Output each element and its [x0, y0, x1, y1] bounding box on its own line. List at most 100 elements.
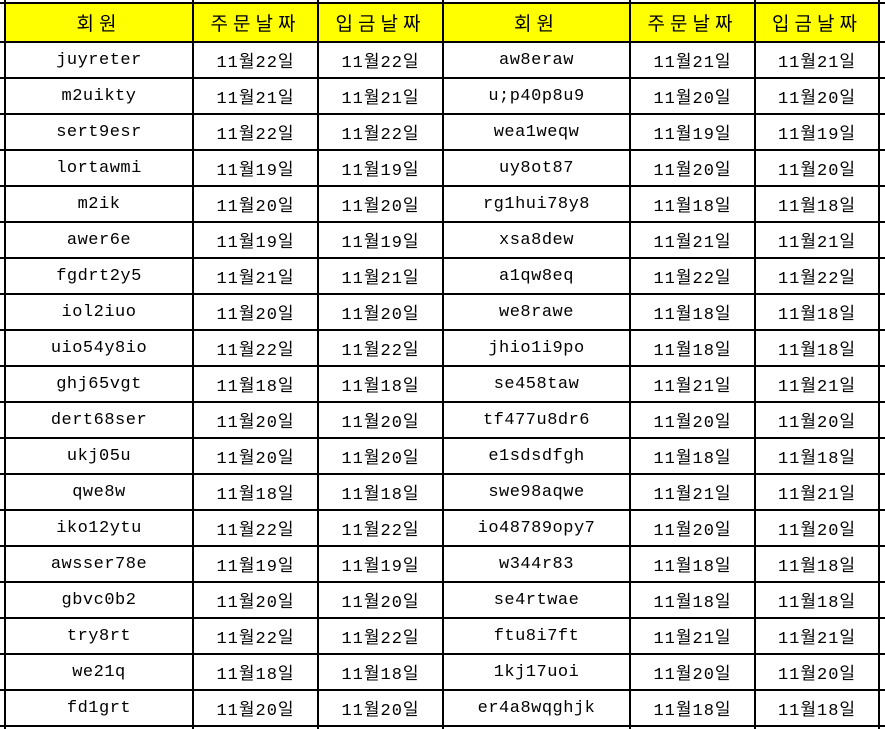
order-date-cell[interactable]: 11월22일: [192, 329, 319, 367]
order-date-cell[interactable]: 11월20일: [192, 185, 319, 223]
deposit-date-cell[interactable]: 11월20일: [754, 77, 880, 115]
deposit-date-cell[interactable]: 11월22일: [317, 41, 444, 79]
order-date-cell[interactable]: 11월21일: [629, 617, 756, 655]
member-cell[interactable]: u;p40p8u9: [442, 77, 631, 115]
order-date-cell[interactable]: 11월18일: [629, 293, 756, 331]
deposit-date-cell[interactable]: 11월21일: [754, 617, 880, 655]
deposit-date-cell[interactable]: 11월18일: [754, 689, 880, 727]
order-date-cell[interactable]: 11월22일: [192, 617, 319, 655]
deposit-date-cell[interactable]: 11월21일: [754, 41, 880, 79]
order-date-cell[interactable]: 11월21일: [629, 473, 756, 511]
order-date-cell[interactable]: 11월18일: [629, 437, 756, 475]
order-date-cell[interactable]: 11월20일: [629, 509, 756, 547]
member-cell[interactable]: fgdrt2y5: [4, 257, 194, 295]
order-date-cell[interactable]: 11월22일: [192, 509, 319, 547]
deposit-date-cell[interactable]: 11월18일: [754, 437, 880, 475]
order-date-cell[interactable]: 11월20일: [192, 437, 319, 475]
deposit-date-cell[interactable]: 11월22일: [754, 257, 880, 295]
deposit-date-cell[interactable]: 11월21일: [317, 257, 444, 295]
member-cell[interactable]: rg1hui78y8: [442, 185, 631, 223]
column-header-order-date-right[interactable]: 주문날짜: [629, 2, 756, 43]
member-cell[interactable]: we8rawe: [442, 293, 631, 331]
member-cell[interactable]: iko12ytu: [4, 509, 194, 547]
member-cell[interactable]: er4a8wqghjk: [442, 689, 631, 727]
deposit-date-cell[interactable]: 11월19일: [754, 113, 880, 151]
member-cell[interactable]: awer6e: [4, 221, 194, 259]
order-date-cell[interactable]: 11월22일: [629, 257, 756, 295]
order-date-cell[interactable]: 11월18일: [629, 581, 756, 619]
order-date-cell[interactable]: 11월20일: [192, 581, 319, 619]
member-cell[interactable]: iol2iuo: [4, 293, 194, 331]
order-date-cell[interactable]: 11월22일: [192, 113, 319, 151]
deposit-date-cell[interactable]: 11월20일: [754, 653, 880, 691]
member-cell[interactable]: fd1grt: [4, 689, 194, 727]
member-cell[interactable]: m2ik: [4, 185, 194, 223]
order-date-cell[interactable]: 11월21일: [629, 41, 756, 79]
deposit-date-cell[interactable]: 11월22일: [317, 329, 444, 367]
member-cell[interactable]: dert68ser: [4, 401, 194, 439]
member-cell[interactable]: io48789opy7: [442, 509, 631, 547]
order-date-cell[interactable]: 11월20일: [629, 77, 756, 115]
order-date-cell[interactable]: 11월18일: [629, 185, 756, 223]
member-cell[interactable]: juyreter: [4, 41, 194, 79]
member-cell[interactable]: lortawmi: [4, 149, 194, 187]
member-cell[interactable]: jhio1i9po: [442, 329, 631, 367]
order-date-cell[interactable]: 11월21일: [629, 221, 756, 259]
member-cell[interactable]: a1qw8eq: [442, 257, 631, 295]
deposit-date-cell[interactable]: 11월20일: [317, 293, 444, 331]
member-cell[interactable]: try8rt: [4, 617, 194, 655]
deposit-date-cell[interactable]: 11월22일: [317, 617, 444, 655]
member-cell[interactable]: gbvc0b2: [4, 581, 194, 619]
member-cell[interactable]: e1sdsdfgh: [442, 437, 631, 475]
order-date-cell[interactable]: 11월21일: [629, 365, 756, 403]
member-cell[interactable]: sert9esr: [4, 113, 194, 151]
deposit-date-cell[interactable]: 11월18일: [754, 581, 880, 619]
deposit-date-cell[interactable]: 11월20일: [754, 149, 880, 187]
member-cell[interactable]: we21q: [4, 653, 194, 691]
member-cell[interactable]: m2uikty: [4, 77, 194, 115]
order-date-cell[interactable]: 11월18일: [192, 365, 319, 403]
order-date-cell[interactable]: 11월20일: [192, 689, 319, 727]
deposit-date-cell[interactable]: 11월19일: [317, 545, 444, 583]
order-date-cell[interactable]: 11월20일: [629, 149, 756, 187]
deposit-date-cell[interactable]: 11월18일: [754, 293, 880, 331]
order-date-cell[interactable]: 11월22일: [192, 41, 319, 79]
member-cell[interactable]: w344r83: [442, 545, 631, 583]
column-header-order-date-left[interactable]: 주문날짜: [192, 2, 319, 43]
member-cell[interactable]: awsser78e: [4, 545, 194, 583]
member-cell[interactable]: se4rtwae: [442, 581, 631, 619]
deposit-date-cell[interactable]: 11월21일: [754, 365, 880, 403]
member-cell[interactable]: ghj65vgt: [4, 365, 194, 403]
order-date-cell[interactable]: 11월19일: [629, 113, 756, 151]
order-date-cell[interactable]: 11월21일: [192, 257, 319, 295]
order-date-cell[interactable]: 11월18일: [192, 473, 319, 511]
member-cell[interactable]: swe98aqwe: [442, 473, 631, 511]
deposit-date-cell[interactable]: 11월19일: [317, 149, 444, 187]
deposit-date-cell[interactable]: 11월20일: [317, 689, 444, 727]
member-cell[interactable]: ftu8i7ft: [442, 617, 631, 655]
deposit-date-cell[interactable]: 11월18일: [754, 329, 880, 367]
deposit-date-cell[interactable]: 11월21일: [754, 221, 880, 259]
deposit-date-cell[interactable]: 11월20일: [317, 401, 444, 439]
deposit-date-cell[interactable]: 11월20일: [754, 401, 880, 439]
member-cell[interactable]: xsa8dew: [442, 221, 631, 259]
order-date-cell[interactable]: 11월20일: [629, 653, 756, 691]
deposit-date-cell[interactable]: 11월20일: [754, 509, 880, 547]
deposit-date-cell[interactable]: 11월20일: [317, 437, 444, 475]
member-cell[interactable]: tf477u8dr6: [442, 401, 631, 439]
deposit-date-cell[interactable]: 11월22일: [317, 113, 444, 151]
deposit-date-cell[interactable]: 11월22일: [317, 509, 444, 547]
deposit-date-cell[interactable]: 11월18일: [317, 653, 444, 691]
member-cell[interactable]: uio54y8io: [4, 329, 194, 367]
deposit-date-cell[interactable]: 11월18일: [317, 365, 444, 403]
order-date-cell[interactable]: 11월20일: [192, 293, 319, 331]
member-cell[interactable]: se458taw: [442, 365, 631, 403]
order-date-cell[interactable]: 11월20일: [629, 401, 756, 439]
deposit-date-cell[interactable]: 11월19일: [317, 221, 444, 259]
deposit-date-cell[interactable]: 11월18일: [754, 185, 880, 223]
member-cell[interactable]: uy8ot87: [442, 149, 631, 187]
deposit-date-cell[interactable]: 11월21일: [317, 77, 444, 115]
deposit-date-cell[interactable]: 11월21일: [754, 473, 880, 511]
order-date-cell[interactable]: 11월18일: [192, 653, 319, 691]
order-date-cell[interactable]: 11월19일: [192, 221, 319, 259]
